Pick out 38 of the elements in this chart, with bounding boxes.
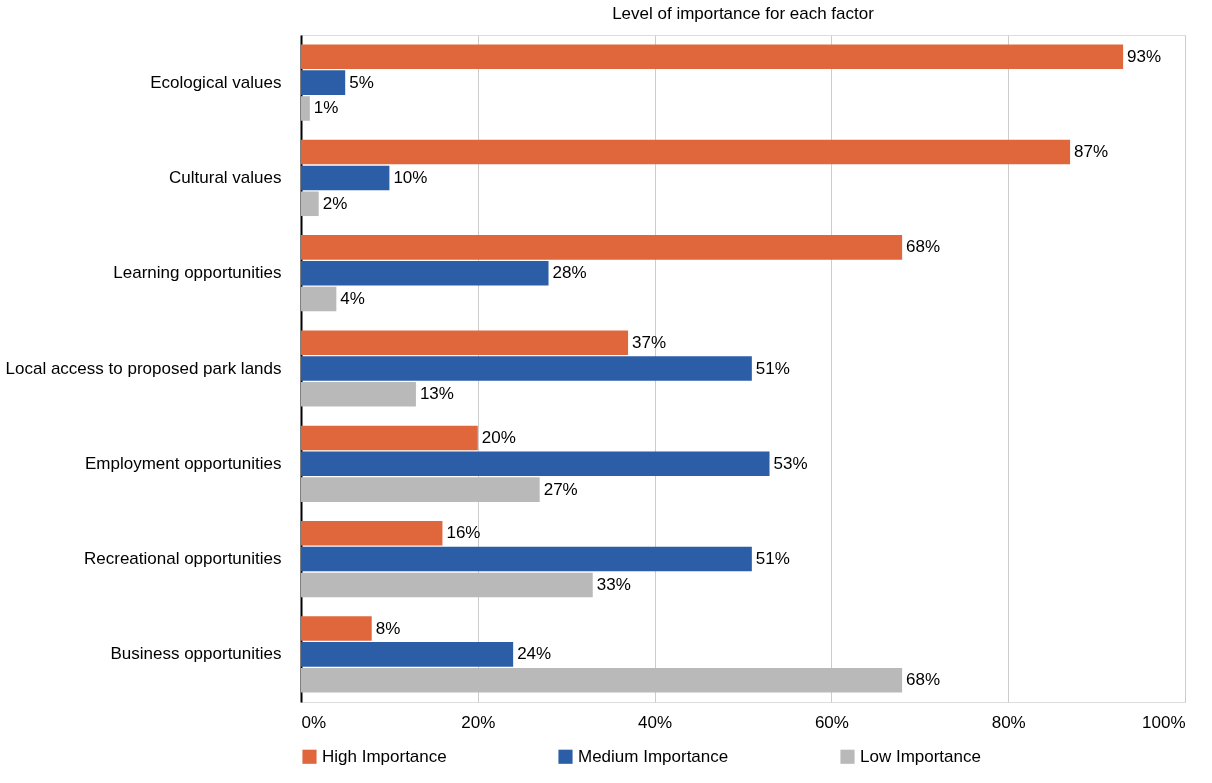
y-tick-label: Local access to proposed park lands bbox=[5, 358, 282, 378]
data-label: 27% bbox=[543, 479, 578, 499]
chart-title: Level of importance for each factor bbox=[612, 4, 875, 23]
y-tick-label: Recreational opportunities bbox=[83, 549, 282, 569]
data-label: 28% bbox=[552, 263, 587, 283]
data-label: 24% bbox=[517, 644, 552, 664]
data-label: 10% bbox=[393, 167, 428, 187]
data-label: 5% bbox=[349, 72, 374, 92]
data-label: 1% bbox=[313, 98, 339, 118]
data-label: 53% bbox=[773, 453, 808, 473]
data-label: 4% bbox=[340, 289, 365, 309]
data-label: 16% bbox=[446, 523, 481, 543]
y-tick-label: Ecological values bbox=[150, 72, 282, 92]
data-label: 2% bbox=[322, 193, 348, 213]
x-tick-label: 40% bbox=[638, 712, 673, 732]
y-tick-label: Cultural values bbox=[169, 167, 282, 187]
data-label: 51% bbox=[755, 549, 790, 569]
legend-label: High Importance bbox=[322, 746, 447, 766]
x-tick-label: 80% bbox=[991, 712, 1026, 732]
data-label: 51% bbox=[755, 358, 790, 378]
y-tick-label: Business opportunities bbox=[110, 644, 282, 664]
data-label: 68% bbox=[906, 237, 941, 257]
x-tick-label: 20% bbox=[461, 712, 496, 732]
y-tick-label: Learning opportunities bbox=[113, 263, 282, 283]
legend-label: Medium Importance bbox=[578, 746, 729, 766]
data-label: 20% bbox=[481, 427, 516, 447]
data-label: 87% bbox=[1074, 142, 1109, 162]
data-label: 8% bbox=[375, 618, 401, 638]
x-tick-label: 100% bbox=[1142, 712, 1186, 732]
data-label: 33% bbox=[596, 574, 631, 594]
x-tick-label: 0% bbox=[301, 712, 327, 732]
data-label: 93% bbox=[1127, 46, 1162, 66]
data-label: 68% bbox=[906, 670, 941, 690]
x-tick-label: 60% bbox=[814, 712, 849, 732]
legend-label: Low Importance bbox=[860, 746, 981, 766]
y-tick-label: Employment opportunities bbox=[84, 453, 282, 473]
data-label: 13% bbox=[419, 384, 454, 404]
data-label: 37% bbox=[632, 332, 667, 352]
